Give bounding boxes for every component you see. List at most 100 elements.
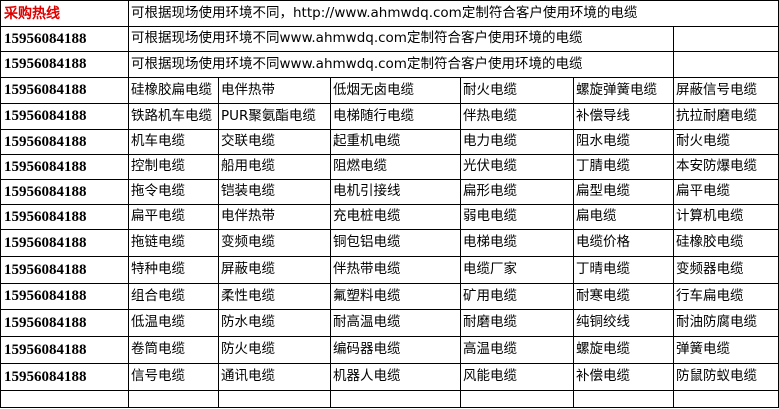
product-row: 15956084188 拖链电缆 变频电缆 铜包铝电缆 电梯电缆 电缆价格 硅橡胶电缆 [0, 229, 779, 257]
product-cell: 螺旋电缆 [573, 336, 674, 364]
product-cell: 耐寒电缆 [573, 283, 674, 310]
product-row: 15956084188 卷筒电缆 防火电缆 编码器电缆 高温电缆 螺旋电缆 弹簧电缆 [0, 336, 779, 364]
product-cell: 电缆价格 [573, 229, 674, 257]
product-cell: PUR聚氨酯电缆 [218, 103, 331, 130]
product-cell: 防鼠防蚁电缆 [672, 363, 779, 391]
product-cell: 铜包铝电缆 [330, 229, 461, 257]
product-cell: 变频器电缆 [672, 256, 779, 284]
product-cell: 伴热带电缆 [330, 256, 461, 284]
product-cell: 耐磨电缆 [460, 309, 574, 337]
phone-number: 15956084188 [0, 283, 129, 310]
intro-line: 可根据现场使用环境不同，http://www.ahmwdq.com定制符合客户使… [127, 0, 779, 27]
product-cell: 行车扁电缆 [672, 283, 779, 310]
product-cell: 通讯电缆 [218, 363, 331, 391]
product-cell: 起重机电缆 [330, 129, 461, 155]
product-cell: 本安防爆电缆 [672, 154, 779, 180]
product-cell: 阻燃电缆 [330, 154, 461, 180]
product-cell: 机车电缆 [128, 129, 219, 155]
empty-cell [128, 390, 219, 408]
product-row: 15956084188 铁路机车电缆 PUR聚氨酯电缆 电梯随行电缆 伴热电缆 补偿导线抗… [0, 103, 779, 130]
product-cell: 屏蔽信号电缆 [672, 77, 779, 104]
phone-number: 15956084188 [0, 229, 129, 257]
product-cell: 耐油防腐电缆 [672, 309, 779, 337]
product-row: 15956084188 硅橡胶扁电缆 电伴热带 低烟无卤电缆 耐火电缆 螺旋弹簧电缆 屏蔽信… [0, 77, 779, 104]
product-cell: 弱电电缆 [460, 204, 574, 230]
product-cell: 屏蔽电缆 [218, 256, 331, 284]
product-cell: 船用电缆 [218, 154, 331, 180]
product-cell: 耐高温电缆 [330, 309, 461, 337]
product-row: 15956084188 拖令电缆 铠装电缆 电机引接线 扁形电缆 扁型电缆 扁平电缆 [0, 179, 779, 205]
product-cell: 弹簧电缆 [672, 336, 779, 364]
product-cell: 控制电缆 [128, 154, 219, 180]
product-cell: 丁晴电缆 [573, 256, 674, 284]
product-cell: 补偿电缆 [573, 363, 674, 391]
product-cell: 卷筒电缆 [128, 336, 219, 364]
phone-number: 15956084188 [0, 179, 129, 205]
product-cell: 耐火电缆 [460, 77, 574, 104]
product-cell: 阻水电缆 [573, 129, 674, 155]
empty-cell [0, 390, 129, 408]
product-cell: 低温电缆 [128, 309, 219, 337]
phone-number: 15956084188 [0, 204, 129, 230]
phone-number: 15956084188 [0, 363, 129, 391]
product-cell: 机器人电缆 [330, 363, 461, 391]
product-row: 15956084188 机车电缆 交联电缆 起重机电缆 电力电缆 阻水电缆 耐火电缆 [0, 129, 779, 155]
empty-row [0, 390, 779, 408]
empty-cell [672, 26, 779, 52]
product-cell: 电伴热带 [218, 77, 331, 104]
product-cell: 低烟无卤电缆 [330, 77, 461, 104]
product-cell: 电梯随行电缆 [330, 103, 461, 130]
product-cell: 防火电缆 [218, 336, 331, 364]
product-cell: 交联电缆 [218, 129, 331, 155]
product-cell: 扁型电缆 [573, 179, 674, 205]
product-row: 15956084188 特种电缆 屏蔽电缆 伴热带电缆 电缆厂家 丁晴电缆 变频器电缆 [0, 256, 779, 284]
product-cell: 充电桩电缆 [330, 204, 461, 230]
product-cell: 扁平电缆 [672, 179, 779, 205]
product-cell: 高温电缆 [460, 336, 574, 364]
product-row: 15956084188 信号电缆 通讯电缆 机器人电缆 风能电缆 补偿电缆 防鼠防蚁电缆 [0, 363, 779, 391]
hotline-label: 采购热线 [0, 0, 129, 27]
product-cell: 扁平电缆 [128, 204, 219, 230]
product-cell: 电力电缆 [460, 129, 574, 155]
product-cell: 氟塑料电缆 [330, 283, 461, 310]
product-cell: 防水电缆 [218, 309, 331, 337]
empty-cell [460, 390, 574, 408]
product-cell: 编码器电缆 [330, 336, 461, 364]
product-row: 15956084188 扁平电缆 电伴热带 充电桩电缆 弱电电缆 扁电缆 计算机电缆 [0, 204, 779, 230]
product-row: 15956084188 低温电缆 防水电缆 耐高温电缆 耐磨电缆 纯铜绞线 耐油防腐电缆 [0, 309, 779, 337]
desc-text: 可根据现场使用环境不同www.ahmwdq.com定制符合客户使用环境的电缆 [128, 26, 674, 52]
product-cell: 计算机电缆 [672, 204, 779, 230]
empty-cell [218, 390, 331, 408]
product-cell: 光伏电缆 [460, 154, 574, 180]
product-cell: 柔性电缆 [218, 283, 331, 310]
desc-row: 15956084188 可根据现场使用环境不同www.ahmwdq.com定制符… [0, 26, 779, 52]
product-cell: 扁形电缆 [460, 179, 574, 205]
product-cell: 拖链电缆 [128, 229, 219, 257]
phone-number: 15956084188 [0, 129, 129, 155]
product-cell: 伴热电缆 [460, 103, 574, 130]
product-row: 15956084188 控制电缆 船用电缆 阻燃电缆 光伏电缆 丁腈电缆 本安防爆电缆 [0, 154, 779, 180]
phone-number: 15956084188 [0, 336, 129, 364]
empty-cell [672, 51, 779, 78]
product-cell: 硅橡胶扁电缆 [128, 77, 219, 104]
product-cell: 组合电缆 [128, 283, 219, 310]
product-cell: 特种电缆 [128, 256, 219, 284]
empty-cell [573, 390, 674, 408]
product-row: 15956084188 组合电缆 柔性电缆 氟塑料电缆 矿用电缆 耐寒电缆 行车扁电缆 [0, 283, 779, 310]
product-cell: 变频电缆 [218, 229, 331, 257]
product-cell: 拖令电缆 [128, 179, 219, 205]
empty-cell [330, 390, 461, 408]
product-cell: 电缆厂家 [460, 256, 574, 284]
header-row: 采购热线 可根据现场使用环境不同，http://www.ahmwdq.com定制… [0, 0, 779, 27]
product-cell: 信号电缆 [128, 363, 219, 391]
product-cell: 铁路机车电缆 [128, 103, 219, 130]
phone-number: 15956084188 [0, 26, 129, 52]
desc-text: 可根据现场使用环境不同www.ahmwdq.com定制符合客户使用环境的电缆 [128, 51, 674, 78]
product-cell: 铠装电缆 [218, 179, 331, 205]
phone-number: 15956084188 [0, 51, 129, 78]
product-cell: 耐火电缆 [672, 129, 779, 155]
product-cell: 电伴热带 [218, 204, 331, 230]
product-cell: 螺旋弹簧电缆 [573, 77, 674, 104]
product-cell: 丁腈电缆 [573, 154, 674, 180]
